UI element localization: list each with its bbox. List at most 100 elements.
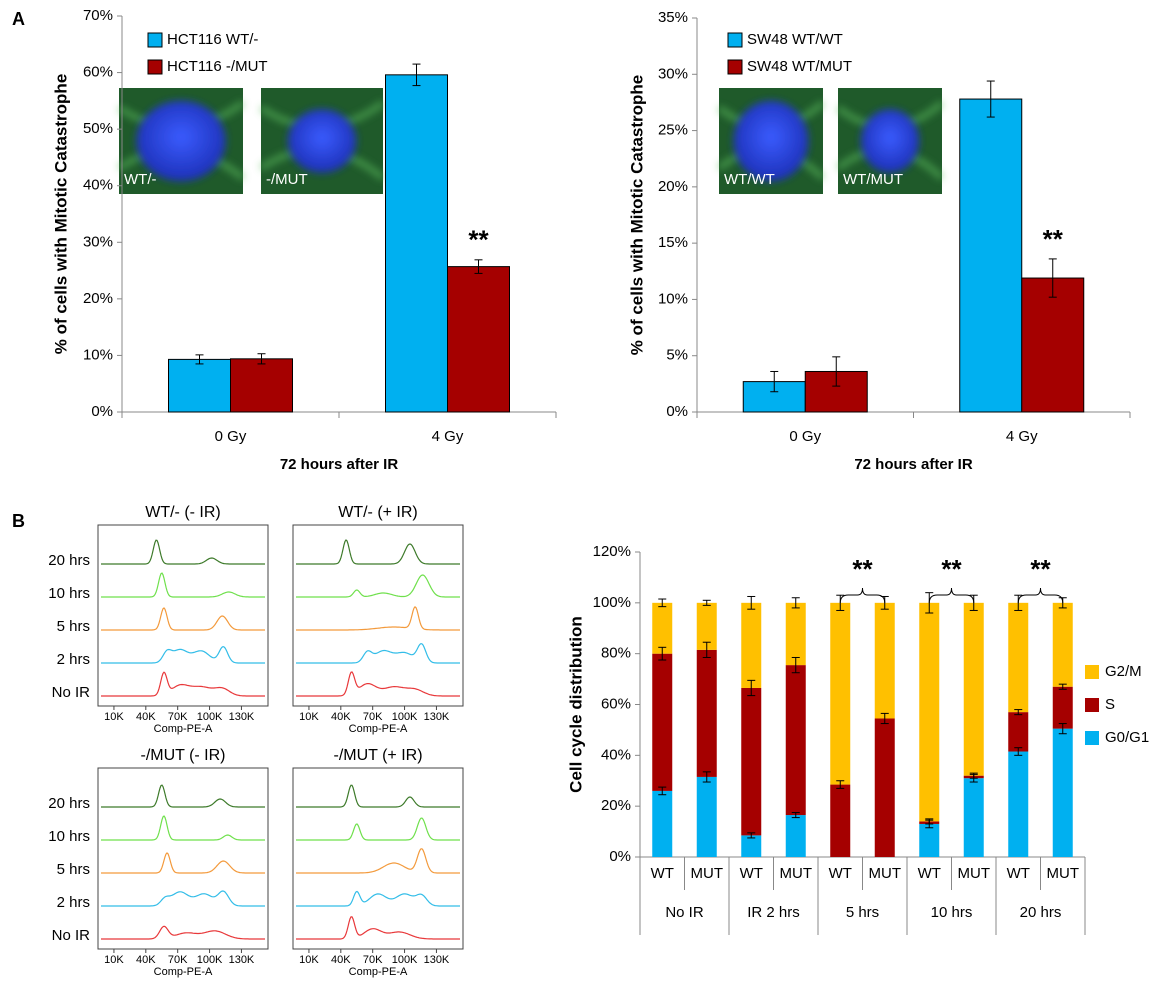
x-axis-label: 72 hours after IR xyxy=(854,456,973,473)
bar-segment xyxy=(696,649,717,777)
x-tick-label: 130K xyxy=(424,954,450,966)
panel-title: WT/- (+ IR) xyxy=(338,504,418,521)
bar-segment xyxy=(696,776,717,857)
error-bar xyxy=(791,597,800,609)
bar xyxy=(230,358,293,413)
histogram-trace xyxy=(101,852,265,874)
micrograph-label: WT/- xyxy=(124,171,156,188)
x-tick-label: MUT xyxy=(780,865,813,882)
error-bar xyxy=(658,598,667,608)
x-tick-label: 70K xyxy=(363,711,383,723)
x-tick-label: 100K xyxy=(392,954,418,966)
error-bar xyxy=(412,63,421,87)
y-tick-label: 20% xyxy=(658,178,688,195)
row-label: 2 hrs xyxy=(57,894,90,911)
error-bar xyxy=(658,786,667,796)
error-bar xyxy=(1014,747,1023,756)
bar-segment xyxy=(652,602,673,654)
y-tick-label: 40% xyxy=(601,746,631,763)
error-bar xyxy=(747,679,756,697)
x-tick-label: 70K xyxy=(168,711,188,723)
y-tick-label: 30% xyxy=(83,233,113,250)
row-label: 2 hrs xyxy=(57,651,90,668)
y-tick-label: 10% xyxy=(83,346,113,363)
y-tick-label: 25% xyxy=(658,122,688,139)
legend-label: SW48 WT/MUT xyxy=(747,58,852,75)
x-tick-label: MUT xyxy=(691,865,724,882)
y-tick-label: 20% xyxy=(601,797,631,814)
histogram-trace xyxy=(296,817,460,841)
y-tick-label: 0% xyxy=(666,403,688,420)
histogram-trace xyxy=(101,815,265,841)
legend-swatch xyxy=(147,59,163,75)
x-tick-label: 130K xyxy=(229,711,255,723)
y-tick-label: 60% xyxy=(601,695,631,712)
bar-segment xyxy=(874,602,895,719)
row-label: No IR xyxy=(52,684,91,701)
bar-segment xyxy=(741,687,762,836)
x-tick-label: 4 Gy xyxy=(1006,428,1038,445)
micrograph-nucleus xyxy=(860,109,920,173)
y-axis-label: % of cells with Mitotic Catastrophe xyxy=(51,74,70,355)
legend-swatch xyxy=(727,59,743,75)
histogram-trace xyxy=(101,572,265,598)
histogram-trace xyxy=(101,607,265,631)
significance: ** xyxy=(1030,554,1051,584)
row-label: 10 hrs xyxy=(48,585,90,602)
bracket xyxy=(839,587,886,604)
row-label: 20 hrs xyxy=(48,795,90,812)
bar-segment xyxy=(830,602,851,785)
error-bar xyxy=(836,780,845,789)
legend-swatch xyxy=(1085,698,1099,712)
bar xyxy=(385,74,448,413)
histogram-trace xyxy=(296,890,460,907)
x-tick-label: 70K xyxy=(363,954,383,966)
y-tick-label: 0% xyxy=(91,403,113,420)
x-tick-label: 0 Gy xyxy=(789,428,821,445)
bar-segment xyxy=(919,823,940,857)
error-bar xyxy=(474,259,483,274)
x-tick-label: 10K xyxy=(299,711,319,723)
error-bar xyxy=(969,772,978,779)
group-label: 5 hrs xyxy=(846,904,879,921)
panel-label: B xyxy=(12,511,25,531)
bar-segment xyxy=(1008,602,1029,713)
x-tick-label: 100K xyxy=(392,711,418,723)
significance: ** xyxy=(941,554,962,584)
bar-segment xyxy=(741,835,762,857)
histogram-trace xyxy=(296,784,460,808)
histogram-trace xyxy=(296,671,460,697)
row-label: 5 hrs xyxy=(57,861,90,878)
y-tick-label: 100% xyxy=(593,594,631,611)
error-bar xyxy=(791,656,800,674)
micrograph-nucleus xyxy=(287,109,357,173)
x-tick-label: WT xyxy=(829,865,852,882)
histogram-trace xyxy=(296,574,460,598)
error-bar xyxy=(1048,258,1057,298)
error-bar xyxy=(832,356,841,387)
bar-segment xyxy=(963,602,984,776)
bar xyxy=(447,266,510,413)
plot-frame xyxy=(97,767,269,950)
bar-segment xyxy=(1052,728,1073,857)
x-tick-label: 100K xyxy=(197,711,223,723)
y-tick-label: 60% xyxy=(83,64,113,81)
plot-frame xyxy=(292,524,464,707)
error-bar xyxy=(986,80,995,118)
y-tick-label: 30% xyxy=(658,65,688,82)
significance: ** xyxy=(852,554,873,584)
group-label: No IR xyxy=(665,904,704,921)
histogram-trace xyxy=(296,605,460,631)
legend-label: G2/M xyxy=(1105,663,1142,680)
group-label: 20 hrs xyxy=(1020,904,1062,921)
bar-segment xyxy=(696,602,717,650)
error-bar xyxy=(880,712,889,725)
y-tick-label: 80% xyxy=(601,645,631,662)
histogram-trace xyxy=(296,848,460,874)
error-bar xyxy=(791,812,800,819)
x-tick-label: 0 Gy xyxy=(215,428,247,445)
error-bar xyxy=(1014,709,1023,716)
bar-segment xyxy=(963,778,984,857)
x-tick-label: 10K xyxy=(104,711,124,723)
